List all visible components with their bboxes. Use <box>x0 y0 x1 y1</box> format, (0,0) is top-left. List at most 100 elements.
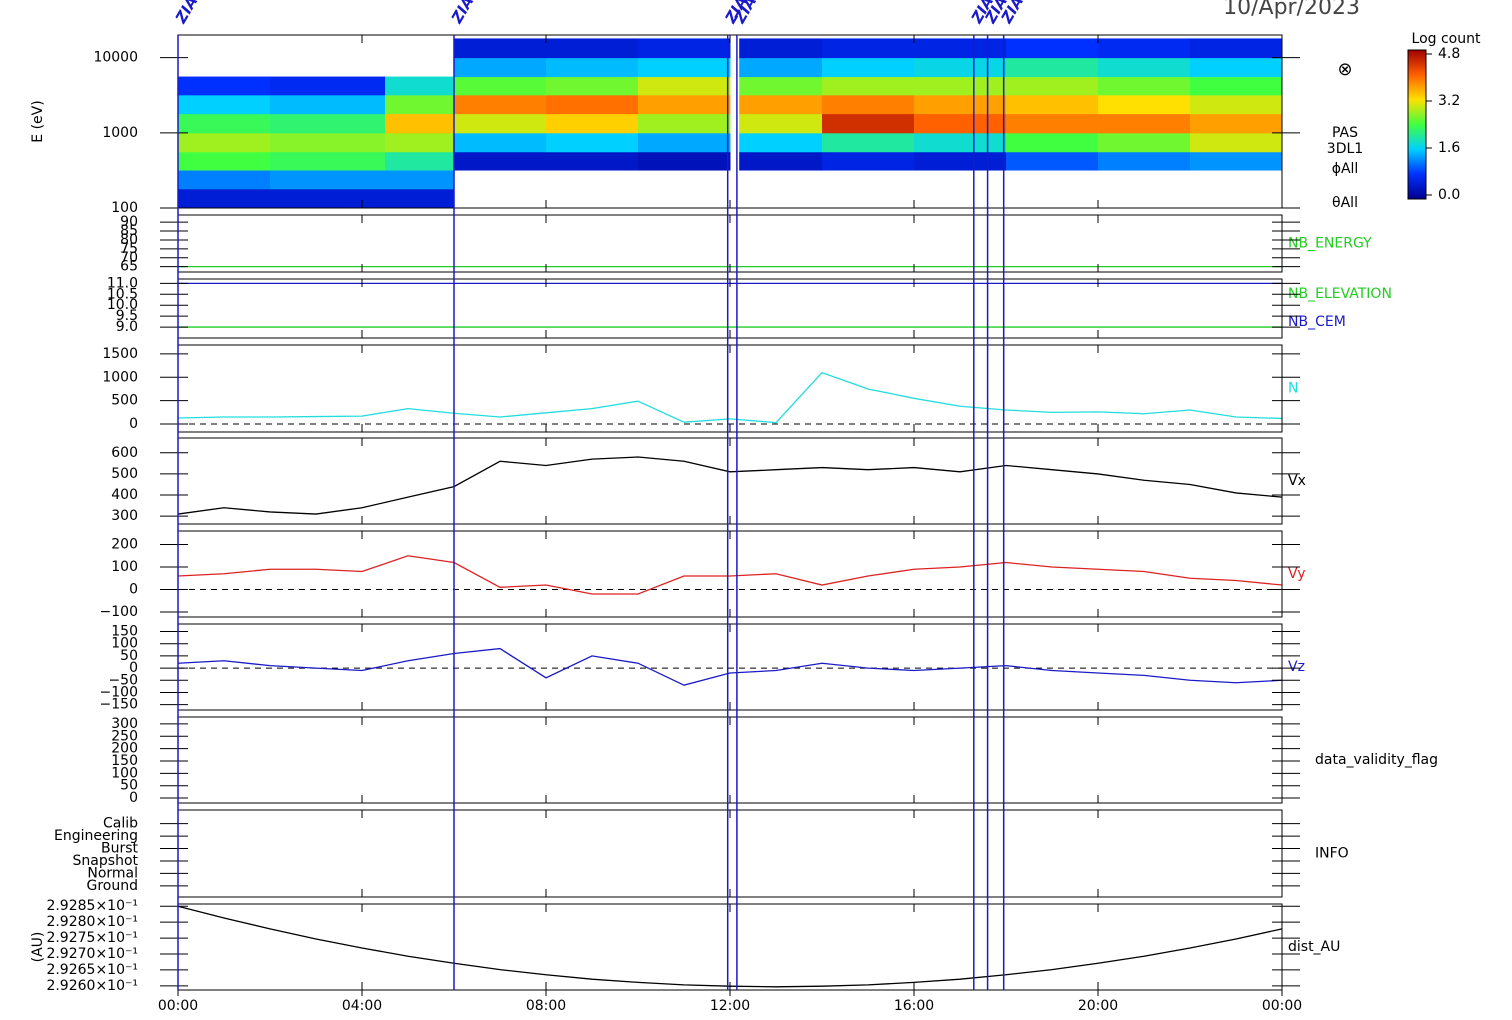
y-tick-label: 100 <box>111 765 138 781</box>
spectrogram-cell <box>638 94 731 115</box>
spectrogram-cell <box>914 94 1007 115</box>
y-tick-label: 90 <box>120 214 138 230</box>
side-label: ϕAll <box>1332 161 1359 177</box>
spectrogram-cell <box>385 94 455 115</box>
y-tick-label: Calib <box>103 816 138 832</box>
spectrogram-cell <box>1098 57 1191 78</box>
spectrogram-cell <box>270 170 386 190</box>
panel-frame <box>177 809 1283 898</box>
x-tick-label: 08:00 <box>526 998 566 1014</box>
spectrogram-cell <box>270 151 386 171</box>
x-tick-label: 12:00 <box>710 998 750 1014</box>
spectrogram-cell <box>385 113 455 134</box>
y-tick-label: 300 <box>111 716 138 732</box>
y-axis-label: E (eV) <box>30 100 46 142</box>
spectrogram-cell <box>638 132 731 153</box>
y-tick-label: 0 <box>129 790 138 806</box>
spectrogram-cell <box>385 188 455 209</box>
spectrogram-cell <box>546 38 639 59</box>
series-label: NB_ENERGY <box>1288 236 1372 252</box>
spectrogram-cell <box>914 57 1007 78</box>
side-label: θAll <box>1332 195 1358 211</box>
y-tick-label: Engineering <box>54 828 138 844</box>
y-tick-label: 10.0 <box>107 297 138 313</box>
spectrogram-cell <box>1190 94 1283 115</box>
y-tick-label: 50 <box>120 778 138 794</box>
spectrogram-cell <box>638 76 731 96</box>
spectrogram-cell <box>638 113 731 134</box>
y-tick-label: 50 <box>120 648 138 664</box>
side-label: PAS <box>1332 125 1358 141</box>
panel-frame <box>177 623 1283 711</box>
spectrogram-cell <box>178 76 271 96</box>
spectrogram-cell <box>454 151 547 171</box>
y-tick-label: 200 <box>111 537 138 553</box>
y-tick-label: 100 <box>111 200 138 216</box>
y-tick-label: 80 <box>120 232 138 248</box>
y-tick-label: 600 <box>111 445 138 461</box>
spectrogram-cell <box>454 76 547 96</box>
spectrogram-cell <box>822 151 915 171</box>
spectrogram-cell <box>546 151 639 171</box>
y-tick-label: 9.5 <box>116 308 138 324</box>
y-tick-label: 0 <box>129 582 138 598</box>
x-tick-label: 00:00 <box>158 998 198 1014</box>
series-line <box>177 456 1283 515</box>
side-label: 3DL1 <box>1327 141 1363 157</box>
panel-frame <box>177 716 1283 804</box>
panel-frame <box>177 278 1283 339</box>
event-label: ZIAS <box>447 0 483 27</box>
x-tick-label: 00:00 <box>1262 998 1302 1014</box>
series-label: Vx <box>1288 473 1306 489</box>
spectrogram-cell <box>546 94 639 115</box>
spectrogram-cell <box>178 94 271 115</box>
symbol: ⊗ <box>1337 59 1352 80</box>
y-tick-label: 75 <box>120 241 138 257</box>
panel-frame <box>177 214 1283 273</box>
colorbar-tick-label: 0.0 <box>1438 187 1460 203</box>
series-label: NB_CEM <box>1288 314 1346 330</box>
x-tick-label: 04:00 <box>342 998 382 1014</box>
spectrogram-cell <box>546 113 639 134</box>
y-tick-label: −50 <box>108 672 138 688</box>
spectrogram-cell <box>1006 94 1099 115</box>
y-tick-label: Snapshot <box>73 853 139 869</box>
spectrogram-cell <box>1098 113 1191 134</box>
series-label: Vz <box>1288 659 1305 675</box>
y-tick-label: −100 <box>100 684 138 700</box>
spectrogram-cell <box>385 151 455 171</box>
spectrogram-cell <box>546 76 639 96</box>
y-axis-label: (AU) <box>30 932 46 963</box>
spectrogram-cell <box>638 151 731 171</box>
spectrogram-cell <box>178 113 271 134</box>
spectrogram-cell <box>454 57 547 78</box>
spectrogram-cell <box>1006 57 1099 78</box>
y-tick-label: 2.9285×10⁻¹ <box>46 898 138 914</box>
event-label: ZIAS <box>171 0 207 27</box>
y-tick-label: 85 <box>120 223 138 239</box>
spectrogram-cell <box>1190 113 1283 134</box>
y-tick-label: Normal <box>87 865 138 881</box>
spectrogram-cell <box>739 57 823 78</box>
y-tick-label: 10.5 <box>107 286 138 302</box>
spectrogram-cell <box>546 57 639 78</box>
spectrogram-cell <box>638 57 731 78</box>
spectrogram-cell <box>739 38 823 59</box>
spectrogram-cell <box>914 132 1007 153</box>
spectrogram-cell <box>822 76 915 96</box>
spectrogram-cell <box>914 38 1007 59</box>
series-label: N <box>1288 381 1298 397</box>
spectrogram-cell <box>1190 151 1283 171</box>
spectrogram-cell <box>1190 76 1283 96</box>
spectrogram-cell <box>178 151 271 171</box>
spectrogram-cell <box>270 76 386 96</box>
spectrogram-cell <box>178 132 271 153</box>
series-line <box>177 647 1283 686</box>
spectrogram-cell <box>822 113 915 134</box>
spectrogram-cell <box>638 38 731 59</box>
series-line <box>177 371 1283 424</box>
spectrogram-cell <box>739 113 823 134</box>
spectrogram-cell <box>1006 113 1099 134</box>
series-line <box>177 905 1283 988</box>
spectrogram-cell <box>454 113 547 134</box>
